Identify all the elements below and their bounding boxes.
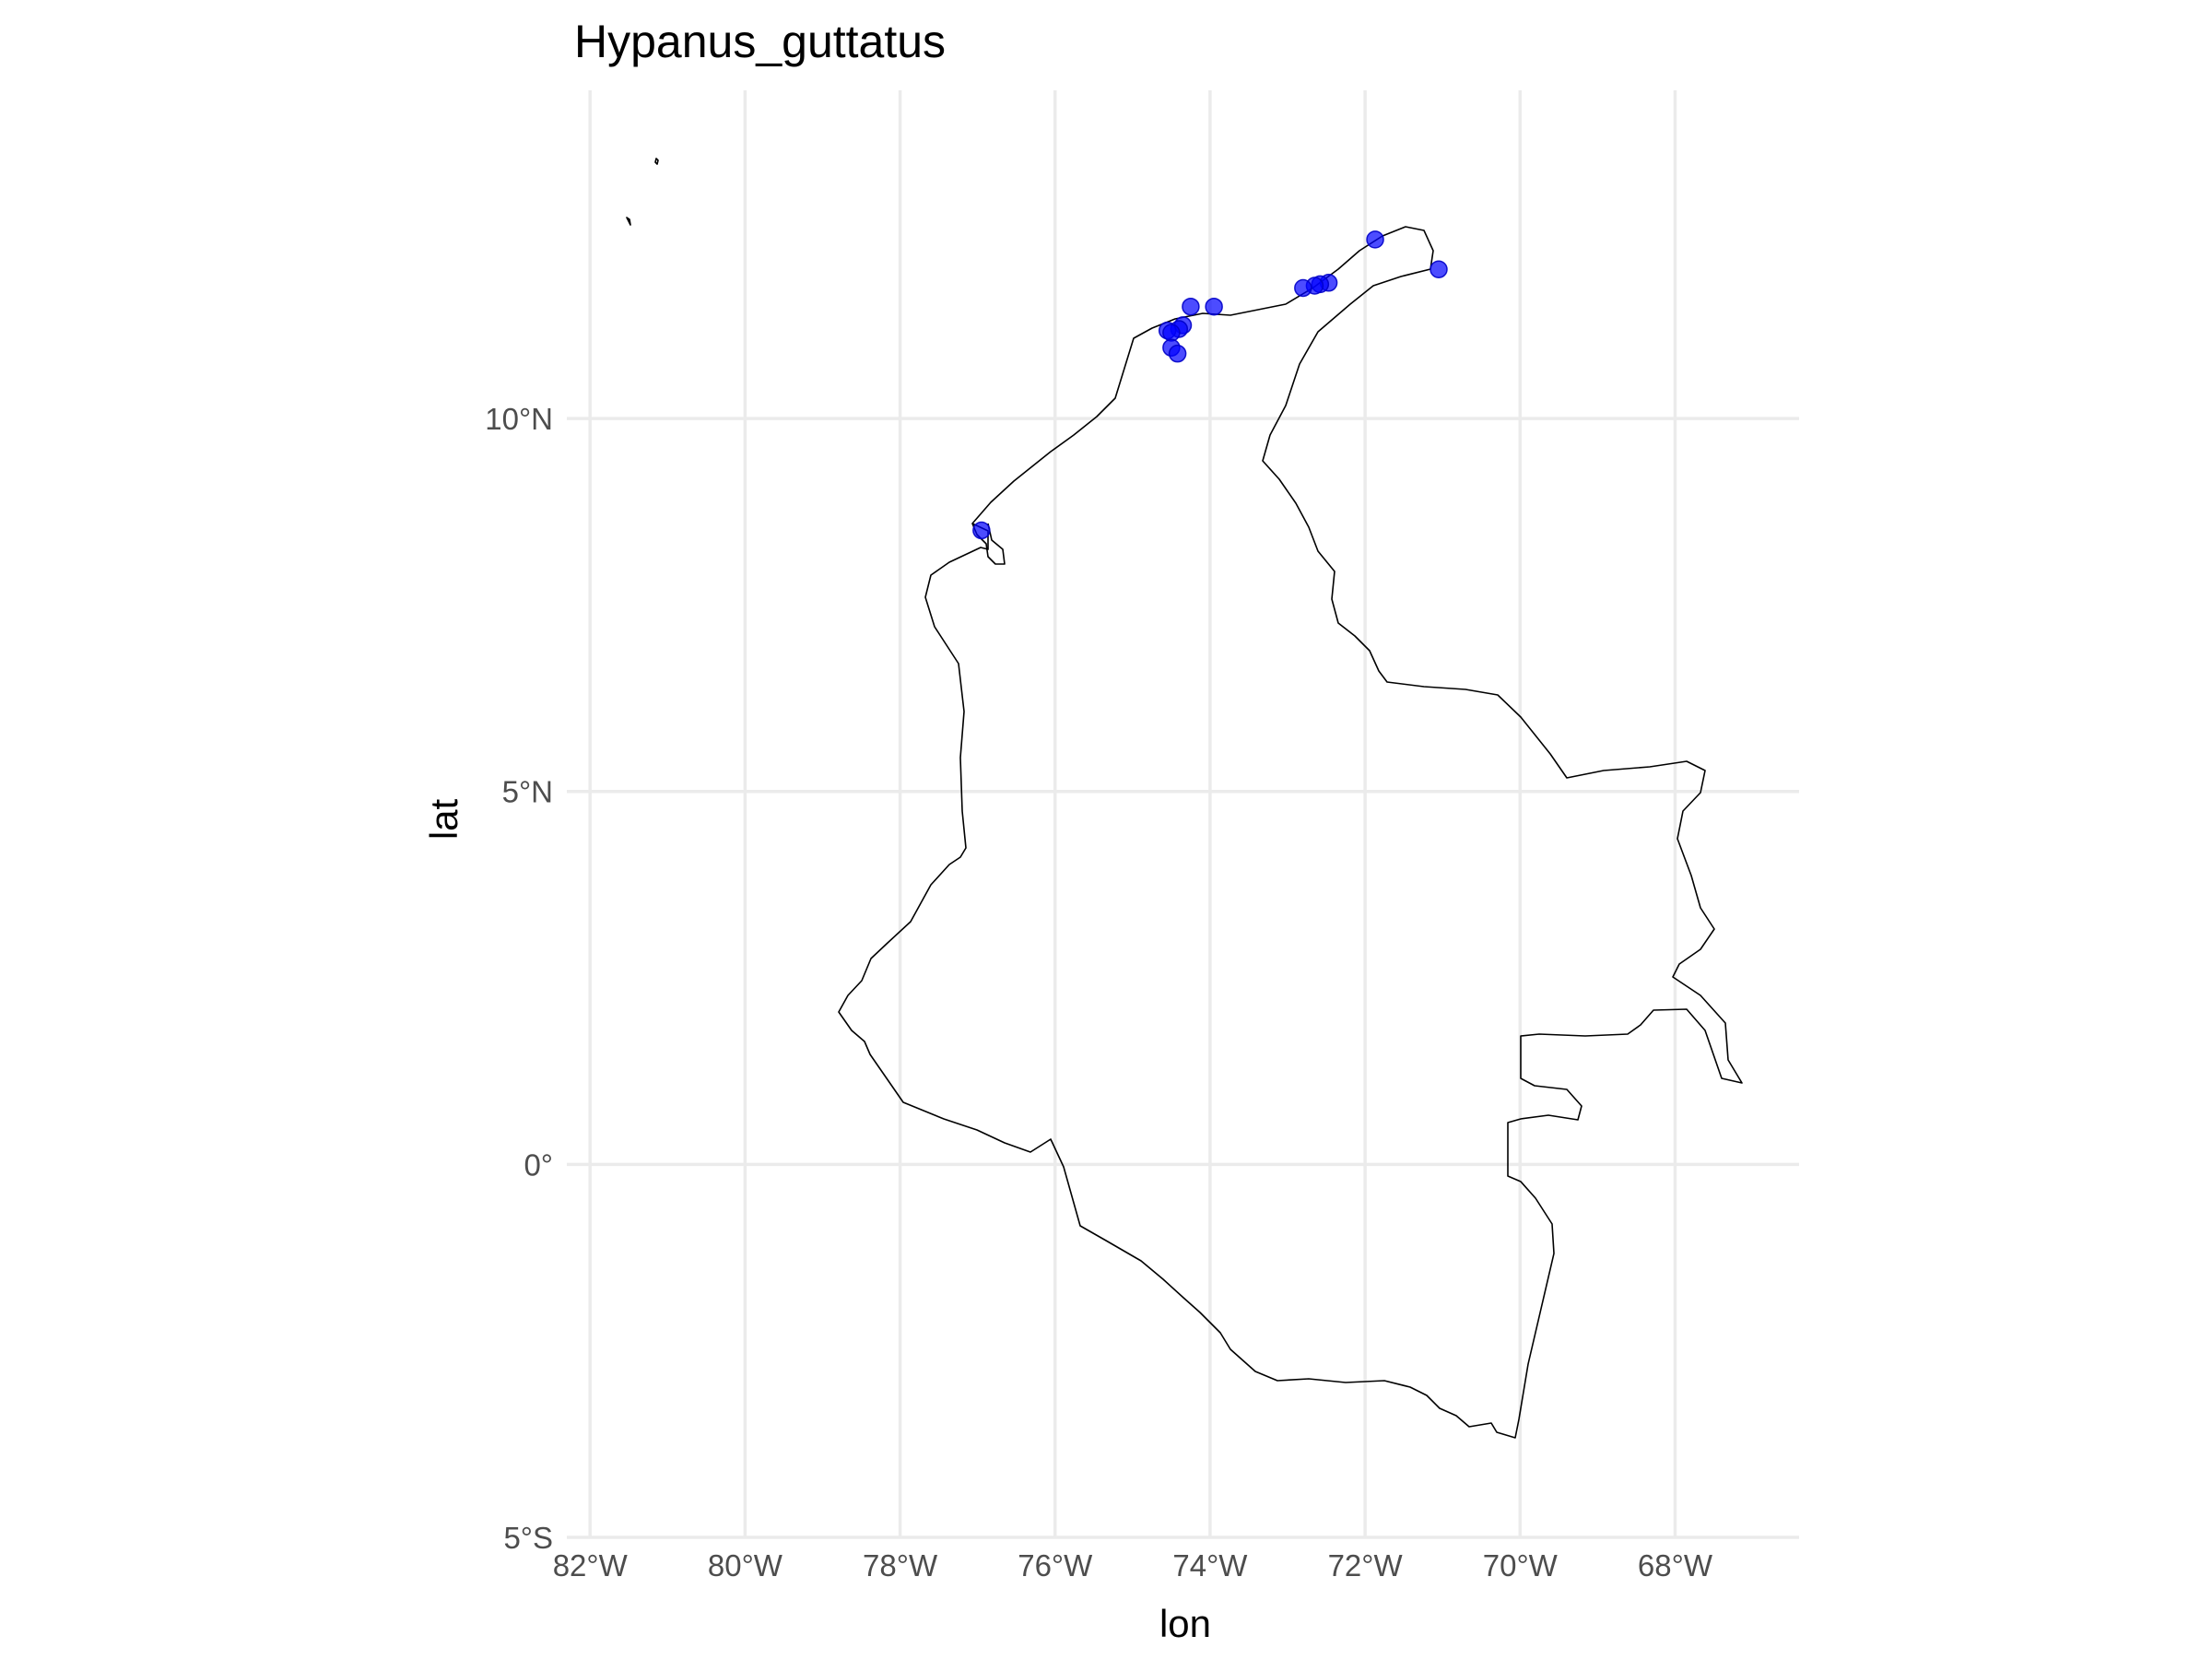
x-tick-label: 82°W <box>553 1548 629 1583</box>
x-axis-title: lon <box>1159 1602 1211 1645</box>
occurrence-point <box>1205 297 1223 316</box>
occurrence-points <box>972 230 1448 540</box>
occurrence-point <box>1366 230 1384 249</box>
occurrence-point <box>1430 260 1448 278</box>
graticule-gridlines <box>567 90 1799 1539</box>
occurrence-point <box>1162 324 1181 342</box>
x-tick-label: 68°W <box>1638 1548 1713 1583</box>
occurrence-point <box>1294 278 1312 298</box>
occurrence-point <box>1168 344 1187 363</box>
occurrence-point <box>1182 297 1200 316</box>
y-axis-tick-labels: 10°N 5°N 0° 5°S <box>485 402 553 1555</box>
country-outline <box>838 226 1743 1439</box>
y-tick-label: 5°N <box>502 775 553 809</box>
y-tick-label: 0° <box>524 1147 553 1182</box>
island-outline <box>654 158 659 165</box>
x-axis-tick-labels: 82°W 80°W 78°W 76°W 74°W 72°W 70°W 68°W <box>553 1548 1713 1583</box>
x-tick-label: 80°W <box>708 1548 783 1583</box>
x-tick-label: 72°W <box>1328 1548 1404 1583</box>
island-outline <box>626 217 631 226</box>
x-tick-label: 74°W <box>1172 1548 1248 1583</box>
x-tick-label: 76°W <box>1018 1548 1093 1583</box>
occurrence-point <box>972 521 991 540</box>
plot-title: Hypanus_guttatus <box>574 16 946 67</box>
y-tick-label: 5°S <box>503 1521 553 1555</box>
y-axis-title: lat <box>422 798 465 840</box>
x-tick-label: 78°W <box>863 1548 938 1583</box>
x-tick-label: 70°W <box>1483 1548 1559 1583</box>
y-tick-label: 10°N <box>485 402 553 436</box>
